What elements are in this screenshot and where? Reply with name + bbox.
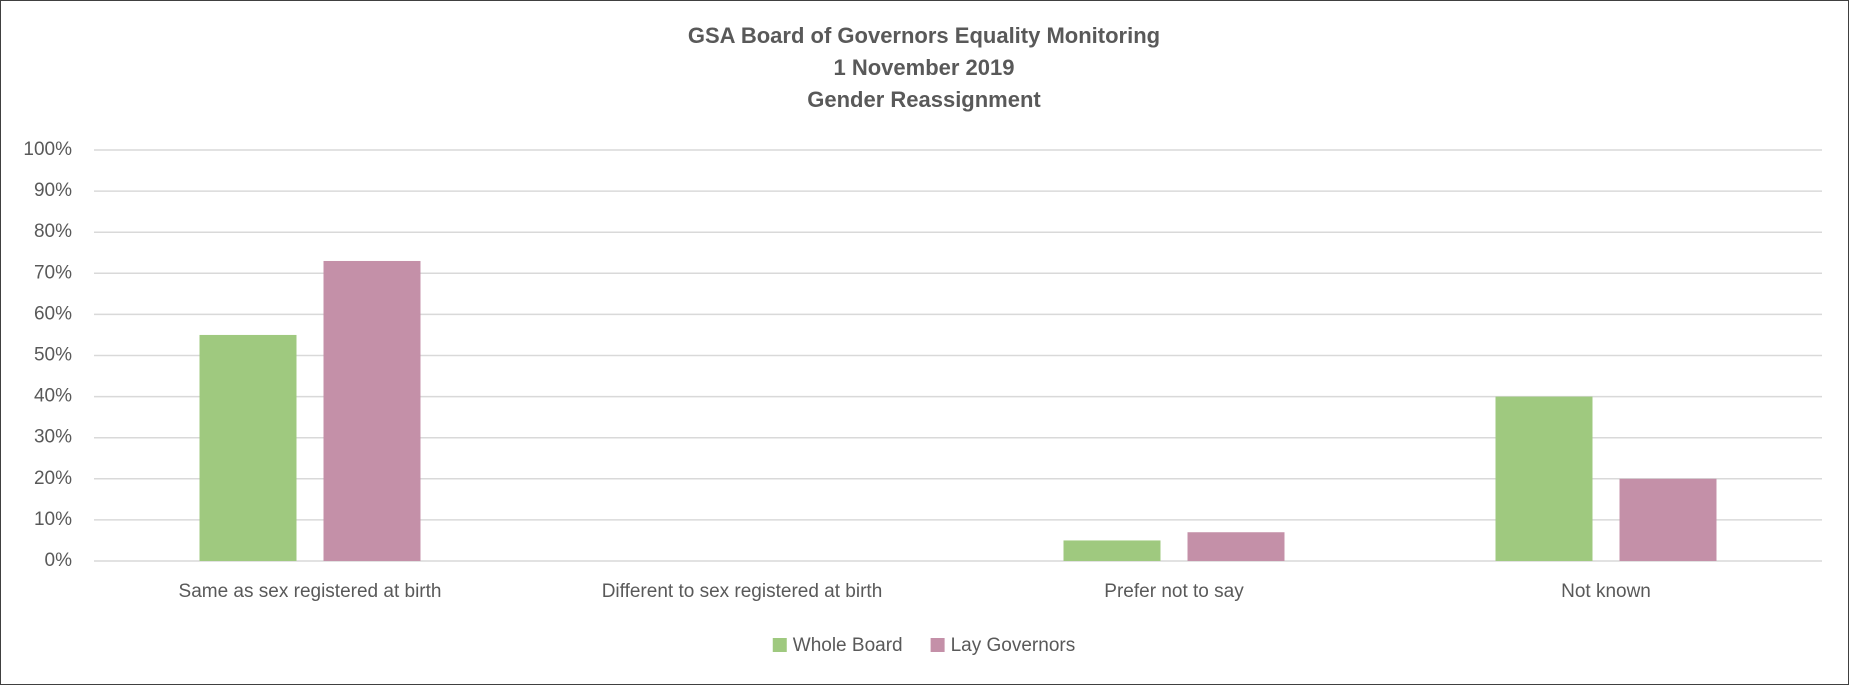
y-tick-label: 50% xyxy=(34,345,72,366)
bar xyxy=(199,334,297,561)
y-tick-label: 80% xyxy=(34,221,72,242)
y-tick-label: 30% xyxy=(34,427,72,448)
x-tick-label: Prefer not to say xyxy=(1104,581,1244,602)
legend-swatch xyxy=(930,638,945,652)
bar xyxy=(1187,532,1285,561)
y-tick-label: 40% xyxy=(34,386,72,407)
x-tick-label: Different to sex registered at birth xyxy=(602,581,883,602)
bar xyxy=(1619,478,1717,561)
legend-swatch xyxy=(772,638,787,652)
bar xyxy=(1063,540,1161,561)
legend-label: Whole Board xyxy=(793,635,903,656)
chart-title: GSA Board of Governors Equality Monitori… xyxy=(688,23,1160,48)
y-tick-label: 70% xyxy=(34,262,72,283)
bar xyxy=(323,260,421,561)
y-tick-label: 0% xyxy=(45,550,73,571)
x-tick-label: Same as sex registered at birth xyxy=(179,581,442,602)
y-tick-label: 90% xyxy=(34,180,72,201)
y-tick-label: 60% xyxy=(34,303,72,324)
bar xyxy=(1495,396,1593,561)
chart-title: Gender Reassignment xyxy=(807,87,1041,112)
x-tick-label: Not known xyxy=(1561,581,1651,602)
y-tick-label: 10% xyxy=(34,509,72,530)
chart-title: 1 November 2019 xyxy=(834,55,1015,80)
y-tick-label: 100% xyxy=(23,139,72,160)
legend-label: Lay Governors xyxy=(951,635,1076,656)
y-tick-label: 20% xyxy=(34,468,72,489)
